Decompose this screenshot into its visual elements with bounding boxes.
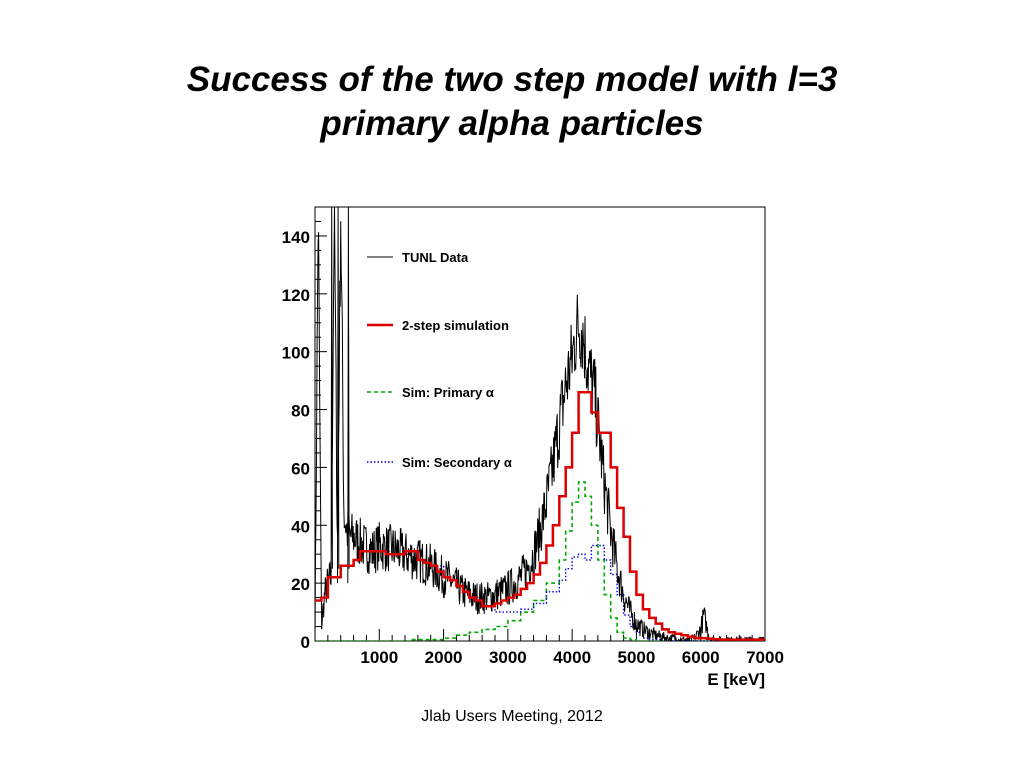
slide-footer: Jlab Users Meeting, 2012 bbox=[421, 708, 603, 725]
slide-title-line-1: Success of the two step model with l=3 bbox=[186, 60, 838, 99]
series-tunl-data-line bbox=[315, 206, 765, 641]
legend-label: Sim: Primary α bbox=[402, 385, 494, 400]
slide-title-line-2: primary alpha particles bbox=[320, 104, 704, 143]
x-tick-label: 3000 bbox=[489, 648, 527, 667]
y-tick-label: 60 bbox=[291, 459, 310, 478]
legend-label: TUNL Data bbox=[402, 250, 469, 265]
y-tick-label: 0 bbox=[301, 633, 310, 652]
slide-title: Success of the two step model with l=3 p… bbox=[62, 58, 962, 146]
y-tick-label: 80 bbox=[291, 402, 310, 421]
y-tick-label: 120 bbox=[282, 286, 310, 305]
x-tick-label: 4000 bbox=[553, 648, 591, 667]
x-axis-label: E [keV] bbox=[707, 670, 765, 689]
y-tick-label: 140 bbox=[282, 228, 310, 247]
x-tick-label: 1000 bbox=[360, 648, 398, 667]
energy-spectrum-chart: 0 20 40 60 80 100 120 140 1000 2000 3000 4000 5000 60… bbox=[282, 206, 784, 689]
legend-label: Sim: Secondary α bbox=[402, 455, 512, 470]
x-tick-label: 6000 bbox=[682, 648, 720, 667]
legend-label: 2-step simulation bbox=[402, 318, 509, 333]
series-2-step-simulation-line bbox=[315, 390, 765, 641]
y-tick-label: 100 bbox=[282, 344, 310, 363]
series-sim-primary-line bbox=[315, 481, 765, 641]
y-tick-label: 20 bbox=[291, 575, 310, 594]
x-tick-label: 5000 bbox=[618, 648, 656, 667]
x-tick-label: 7000 bbox=[746, 648, 784, 667]
y-tick-label: 40 bbox=[291, 517, 310, 536]
x-tick-label: 2000 bbox=[425, 648, 463, 667]
series-sim-secondary-line bbox=[315, 544, 765, 641]
plot-frame bbox=[314, 206, 766, 642]
